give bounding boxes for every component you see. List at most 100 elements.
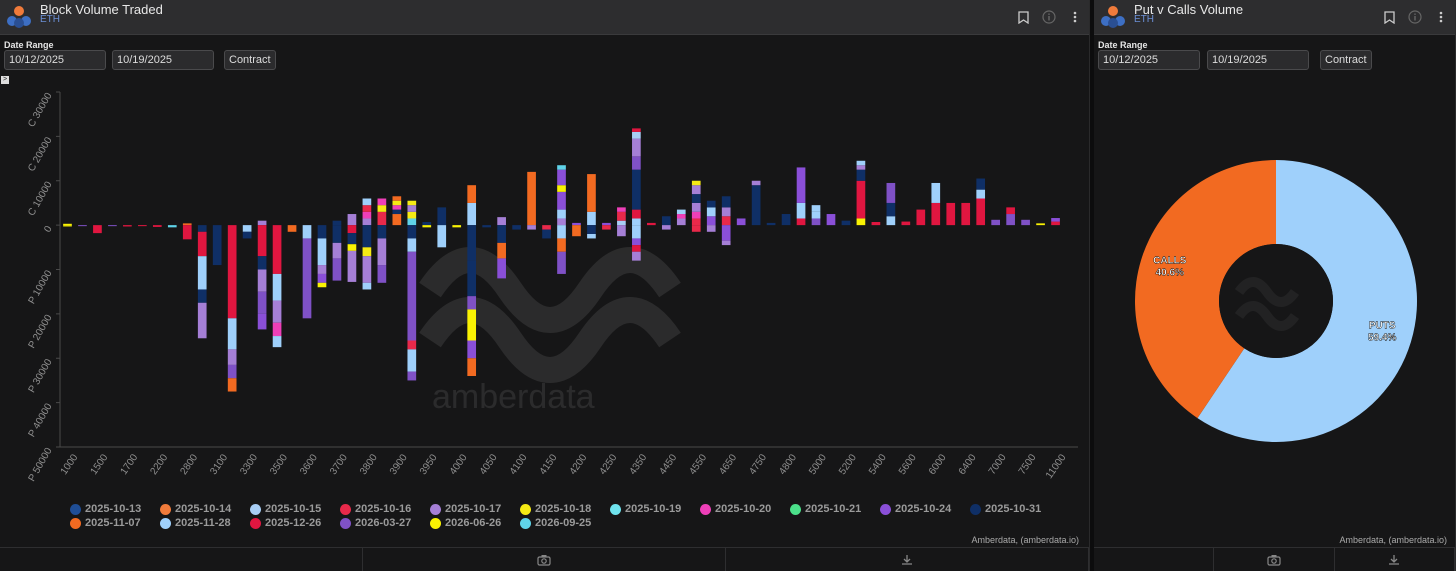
info-icon[interactable] <box>1407 9 1423 25</box>
bar-segment[interactable] <box>407 349 417 372</box>
bar-segment[interactable] <box>302 225 312 239</box>
legend-item[interactable]: 2025-10-14 <box>160 503 231 515</box>
bar-segment[interactable] <box>272 225 282 274</box>
bar-segment[interactable] <box>392 200 402 206</box>
bar-segment[interactable] <box>617 207 626 212</box>
bar-segment[interactable] <box>632 128 641 132</box>
bar-segment[interactable] <box>736 218 746 226</box>
bar-segment[interactable] <box>527 225 536 230</box>
bar-segment[interactable] <box>197 225 207 232</box>
bar-segment[interactable] <box>377 225 387 239</box>
bar-segment[interactable] <box>152 225 162 227</box>
bar-segment[interactable] <box>886 182 896 203</box>
bar-segment[interactable] <box>856 169 866 181</box>
bar-segment[interactable] <box>317 282 327 288</box>
bar-segment[interactable] <box>632 138 641 157</box>
bar-segment[interactable] <box>661 216 671 226</box>
bar-segment[interactable] <box>362 211 372 219</box>
bar-segment[interactable] <box>781 214 791 226</box>
bar-segment[interactable] <box>63 223 72 226</box>
bar-segment[interactable] <box>691 180 701 186</box>
bar-segment[interactable] <box>392 196 402 201</box>
bar-segment[interactable] <box>332 258 342 281</box>
bar-segment[interactable] <box>467 260 477 297</box>
bar-segment[interactable] <box>302 238 312 319</box>
bar-segment[interactable] <box>946 202 956 226</box>
bar-segment[interactable] <box>691 225 701 232</box>
bar-segment[interactable] <box>587 234 596 239</box>
bar-segment[interactable] <box>497 242 506 259</box>
bar-segment[interactable] <box>272 336 282 348</box>
bar-segment[interactable] <box>542 229 551 239</box>
bar-segment[interactable] <box>512 225 521 230</box>
bar-segment[interactable] <box>497 225 506 243</box>
bar-segment[interactable] <box>317 238 327 266</box>
bar-segment[interactable] <box>856 160 866 166</box>
bar-segment[interactable] <box>766 222 776 226</box>
bar-segment[interactable] <box>706 225 716 232</box>
camera-icon[interactable] <box>1214 548 1335 571</box>
expand-toggle[interactable]: > <box>1 76 9 84</box>
bar-segment[interactable] <box>886 216 896 226</box>
legend-item[interactable]: 2025-10-24 <box>880 503 951 515</box>
bar-segment[interactable] <box>242 231 252 239</box>
legend-item[interactable]: 2026-03-27 <box>340 517 411 529</box>
bar-segment[interactable] <box>557 225 566 239</box>
bar-segment[interactable] <box>347 250 357 282</box>
donut-slice-calls[interactable] <box>1135 160 1276 419</box>
legend-item[interactable]: 2025-10-31 <box>970 503 1041 515</box>
bar-segment[interactable] <box>347 225 357 234</box>
bar-segment[interactable] <box>197 289 207 303</box>
bar-segment[interactable] <box>407 205 417 212</box>
bar-segment[interactable] <box>78 225 87 227</box>
bar-segment[interactable] <box>167 225 177 228</box>
download-icon[interactable] <box>726 548 1089 571</box>
bar-segment[interactable] <box>482 225 491 228</box>
bar-segment[interactable] <box>437 207 447 226</box>
bar-segment[interactable] <box>557 191 566 210</box>
bar-segment[interactable] <box>841 220 851 226</box>
bar-segment[interactable] <box>527 171 536 226</box>
bar-segment[interactable] <box>227 364 237 379</box>
bar-segment[interactable] <box>796 202 806 219</box>
legend-item[interactable]: 2025-11-28 <box>160 517 231 529</box>
bar-segment[interactable] <box>227 349 237 365</box>
bar-segment[interactable] <box>227 225 237 319</box>
bar-segment[interactable] <box>587 225 596 235</box>
bar-segment[interactable] <box>751 185 761 226</box>
info-icon[interactable] <box>1041 9 1057 25</box>
bar-segment[interactable] <box>632 225 641 239</box>
bar-segment[interactable] <box>691 211 701 219</box>
kebab-menu-icon[interactable] <box>1433 9 1449 25</box>
bar-segment[interactable] <box>632 131 641 139</box>
bar-segment[interactable] <box>467 185 477 203</box>
bar-segment[interactable] <box>407 211 417 219</box>
bar-segment[interactable] <box>886 202 896 217</box>
start-date-input[interactable]: 10/12/2025 <box>1098 50 1200 70</box>
bar-segment[interactable] <box>272 322 282 337</box>
bookmark-icon[interactable] <box>1015 9 1031 25</box>
bar-segment[interactable] <box>811 205 821 212</box>
bar-segment[interactable] <box>347 233 357 245</box>
download-icon[interactable] <box>1335 548 1455 571</box>
bar-segment[interactable] <box>257 220 267 226</box>
bar-segment[interactable] <box>632 238 641 246</box>
bar-segment[interactable] <box>976 198 986 226</box>
bar-segment[interactable] <box>721 240 731 246</box>
bar-segment[interactable] <box>257 256 267 270</box>
bar-segment[interactable] <box>257 291 267 314</box>
bar-segment[interactable] <box>587 211 596 226</box>
bar-segment[interactable] <box>557 169 566 186</box>
bar-segment[interactable] <box>452 225 462 228</box>
bar-segment[interactable] <box>108 225 117 227</box>
bar-segment[interactable] <box>138 225 147 227</box>
bar-segment[interactable] <box>706 207 716 217</box>
bar-segment[interactable] <box>317 273 327 283</box>
bar-segment[interactable] <box>242 225 252 232</box>
bar-segment[interactable] <box>617 211 626 221</box>
bar-segment[interactable] <box>347 244 357 251</box>
bar-segment[interactable] <box>691 194 701 203</box>
bar-segment[interactable] <box>377 198 387 206</box>
bar-segment[interactable] <box>976 189 986 199</box>
bar-segment[interactable] <box>317 265 327 274</box>
